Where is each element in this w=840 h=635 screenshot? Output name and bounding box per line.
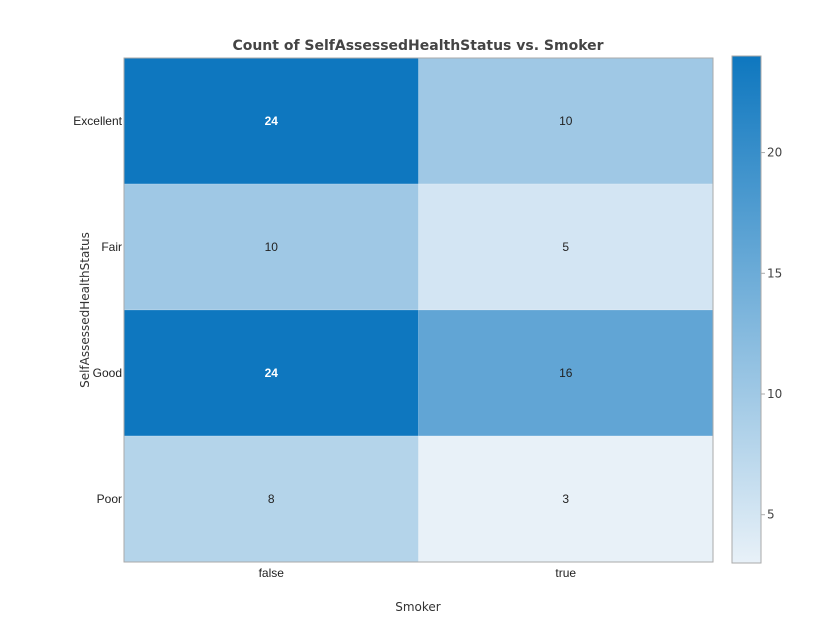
cell-value-label: 24: [265, 114, 279, 128]
heatmap-cell: [123, 435, 419, 563]
cell-value-label: 10: [559, 114, 573, 128]
colorbar-tick-label: 15: [767, 266, 782, 280]
colorbar-tick-label: 20: [767, 146, 782, 160]
cell-value-label: 5: [562, 240, 569, 254]
heatmap-cells: 24 10 10 5 24 16 8 3: [123, 57, 714, 563]
y-axis-ticks: Excellent Fair Good Poor: [73, 114, 122, 506]
x-tick-label: false: [259, 566, 285, 580]
colorbar-ticks: 5 10 15 20: [761, 146, 782, 522]
cell-value-label: 16: [559, 366, 573, 380]
heatmap-cell: [418, 183, 714, 311]
y-tick-label: Excellent: [73, 114, 122, 128]
y-tick-label: Good: [93, 366, 122, 380]
colorbar: [731, 55, 762, 564]
heatmap-cell: [418, 435, 714, 563]
cell-value-label: 10: [265, 240, 279, 254]
x-axis-title: Smoker: [395, 600, 441, 614]
cell-value-label: 3: [562, 492, 569, 506]
colorbar-tick-label: 10: [767, 387, 782, 401]
cell-value-label: 8: [268, 492, 275, 506]
heatmap-cell: [123, 57, 419, 185]
cell-value-label: 24: [265, 366, 279, 380]
y-tick-label: Poor: [97, 492, 122, 506]
chart-title: Count of SelfAssessedHealthStatus vs. Sm…: [232, 38, 603, 54]
colorbar-tick-label: 5: [767, 508, 775, 522]
y-tick-label: Fair: [101, 240, 122, 254]
x-axis-ticks: false true: [259, 566, 577, 580]
y-axis-title: SelfAssessedHealthStatus: [78, 232, 92, 388]
plot-frame: [123, 57, 714, 563]
heatmap-cell: [123, 183, 419, 311]
heatmap-cell: [123, 309, 419, 437]
heatmap-cell: [418, 309, 714, 437]
x-tick-label: true: [555, 566, 576, 580]
heatmap-cell: [418, 57, 714, 185]
